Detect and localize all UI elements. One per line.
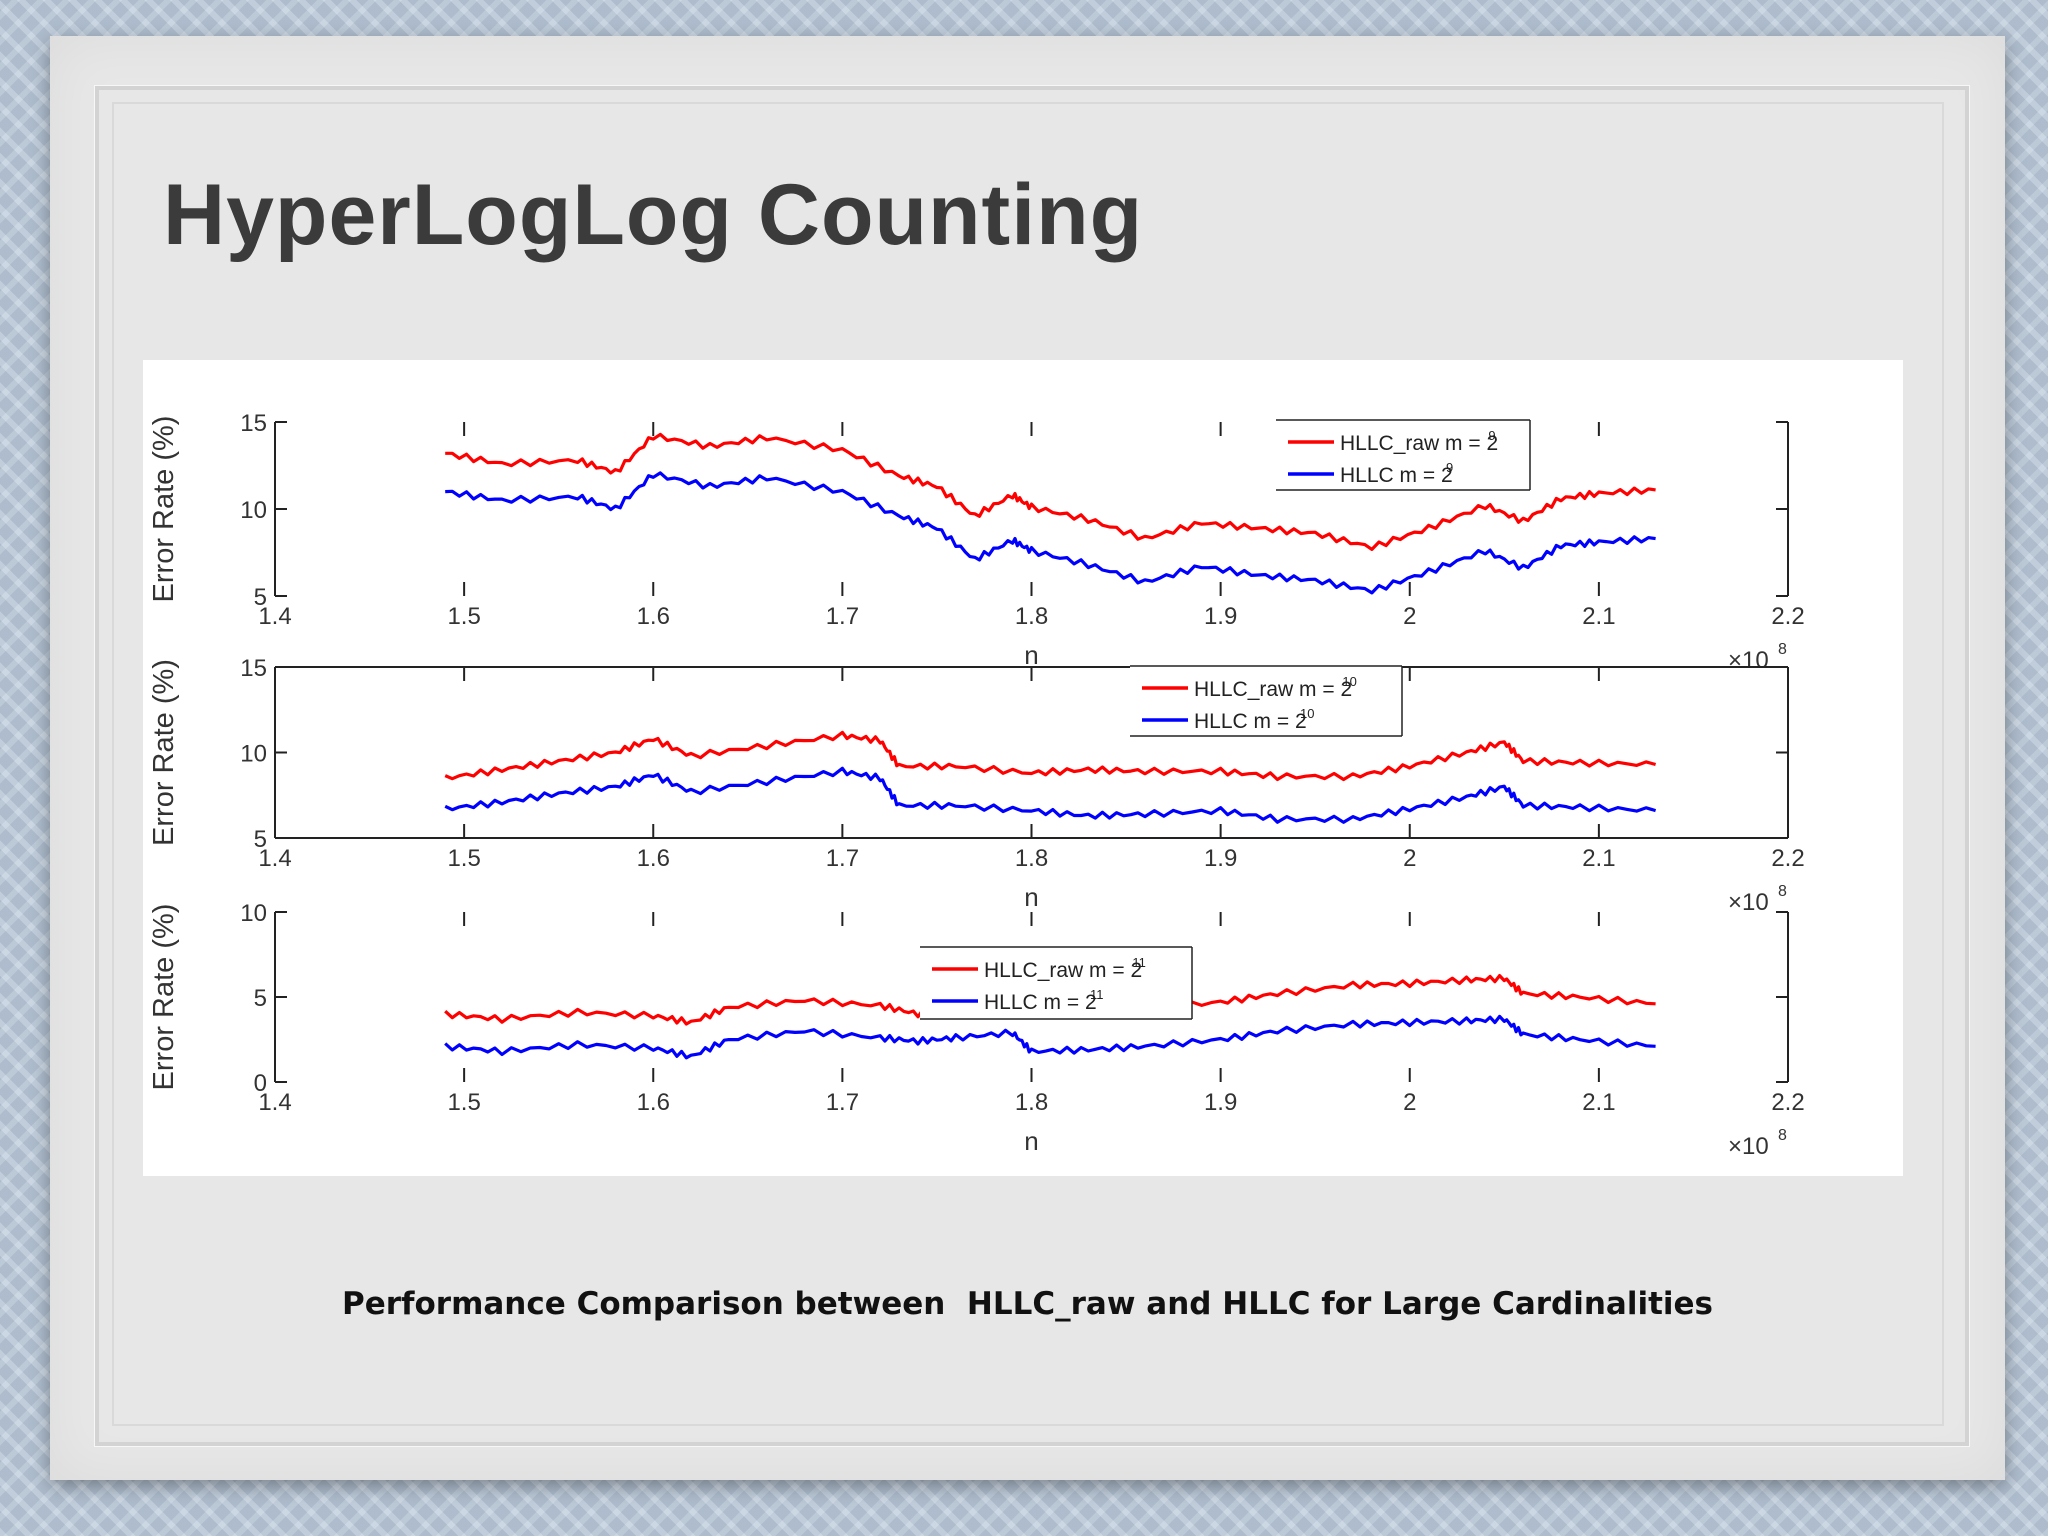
chart3-y-axis-label: Error Rate (%) [148, 904, 180, 1091]
chart2-legend-box [1130, 666, 1402, 736]
chart1-x-multiplier-exp: 8 [1778, 641, 1787, 658]
chart3-x-tick-label: 1.8 [1015, 1089, 1048, 1116]
chart1-x-tick-label: 1.6 [637, 603, 670, 630]
chart1-y-tick-label: 5 [254, 584, 267, 611]
charts-svg: 1.4 1.5 1.6 1.7 1.8 1.9 2 2.1 2.2 5 10 15 n Error Rat… [148, 410, 1805, 1160]
chart1-y-tick-label: 15 [240, 410, 267, 437]
chart2-x-tick-label: 2.2 [1771, 845, 1804, 872]
slide-title: HyperLogLog Counting [163, 167, 1144, 263]
chart2-x-axis-label: n [1024, 882, 1038, 912]
chart3-legend-box [920, 947, 1192, 1019]
figure: 1.4 1.5 1.6 1.7 1.8 1.9 2 2.1 2.2 5 10 15 n Error Rat… [143, 360, 1903, 1176]
chart2-y-tick-label: 10 [240, 741, 267, 768]
chart2-series-1-line [444, 730, 1657, 782]
slide: HyperLogLog Counting 1.4 1.5 1.6 1.7 1.8 1.9 2… [50, 36, 2005, 1480]
chart1-x-tick-label: 1.7 [826, 603, 859, 630]
chart3-legend-label-1: HLLC_raw m = 2 [984, 959, 1142, 982]
chart1-legend-box [1276, 420, 1530, 490]
chart2-x-multiplier: ×10 [1728, 889, 1769, 916]
chart2-x-tick-label: 2 [1403, 845, 1416, 872]
chart2-x-tick-label: 1.9 [1204, 845, 1237, 872]
chart3-x-tick-label: 2.1 [1582, 1089, 1615, 1116]
chart2-y-tick-label: 5 [254, 826, 267, 853]
chart3-x-axis-label: n [1024, 1126, 1038, 1156]
chart2-x-tick-label: 1.5 [447, 845, 480, 872]
chart1-x-multiplier: ×10 [1728, 647, 1769, 674]
chart3-legend-exp-1: 11 [1132, 955, 1146, 970]
chart1-series-1-line [445, 432, 1656, 551]
chart2-x-tick-label: 2.1 [1582, 845, 1615, 872]
chart2-y-tick-label: 15 [240, 655, 267, 682]
chart1-x-tick-label: 1.9 [1204, 603, 1237, 630]
chart1-legend-exp-1: 9 [1488, 428, 1495, 443]
chart3-series-2-line [444, 1014, 1656, 1060]
chart3-y-tick-label: 5 [254, 985, 267, 1012]
chart1-series-2-line [445, 471, 1656, 595]
chart2-y-axis-label: Error Rate (%) [148, 659, 180, 846]
chart3-x-tick-label: 1.6 [637, 1089, 670, 1116]
chart2-x-multiplier-exp: 8 [1778, 883, 1787, 900]
chart2-legend-exp-2: 10 [1300, 706, 1314, 721]
chart2-legend-exp-1: 10 [1342, 674, 1356, 689]
chart3-x-tick-label: 2.2 [1771, 1089, 1804, 1116]
chart1-x-axis-label: n [1024, 640, 1038, 670]
chart3-x-tick-label: 1.4 [258, 1089, 291, 1116]
chart3-x-multiplier: ×10 [1728, 1133, 1769, 1160]
chart2-series-2-line [444, 766, 1657, 824]
chart3-y-tick-label: 0 [254, 1070, 267, 1097]
chart2-legend-label-1: HLLC_raw m = 2 [1194, 678, 1352, 701]
chart1-x-tick-label: 1.4 [258, 603, 291, 630]
chart3-y-tick-label: 10 [240, 900, 267, 927]
chart1-x-tick-label: 2.2 [1771, 603, 1804, 630]
chart1-y-axis-label: Error Rate (%) [148, 416, 180, 603]
chart3-x-tick-label: 1.5 [447, 1089, 480, 1116]
chart2-x-tick-label: 1.6 [637, 845, 670, 872]
chart3-legend-label-2: HLLC m = 2 [984, 991, 1097, 1014]
chart1-legend-exp-2: 9 [1446, 460, 1453, 475]
chart3-legend-exp-2: 11 [1090, 987, 1104, 1002]
figure-caption: Performance Comparison between HLLC_raw … [341, 1286, 1714, 1322]
chart1-y-tick-label: 10 [240, 497, 267, 524]
slide-frame-outer [95, 86, 1969, 1446]
chart2-x-tick-label: 1.4 [258, 845, 291, 872]
chart1-x-tick-label: 2.1 [1582, 603, 1615, 630]
chart3-x-multiplier-exp: 8 [1778, 1127, 1787, 1144]
chart2-x-tick-label: 1.8 [1015, 845, 1048, 872]
chart1-legend-label-2: HLLC m = 2 [1340, 464, 1453, 487]
chart3-x-tick-label: 1.9 [1204, 1089, 1237, 1116]
chart2-x-tick-label: 1.7 [826, 845, 859, 872]
chart3-x-tick-label: 2 [1403, 1089, 1416, 1116]
chart1-x-tick-label: 1.5 [447, 603, 480, 630]
chart3-x-tick-label: 1.7 [826, 1089, 859, 1116]
slide-frame-inner [112, 102, 1944, 1426]
chart1-x-tick-label: 2 [1403, 603, 1416, 630]
chart1-x-tick-label: 1.8 [1015, 603, 1048, 630]
chart2-legend-label-2: HLLC m = 2 [1194, 710, 1307, 733]
chart1-legend-label-1: HLLC_raw m = 2 [1340, 432, 1498, 455]
